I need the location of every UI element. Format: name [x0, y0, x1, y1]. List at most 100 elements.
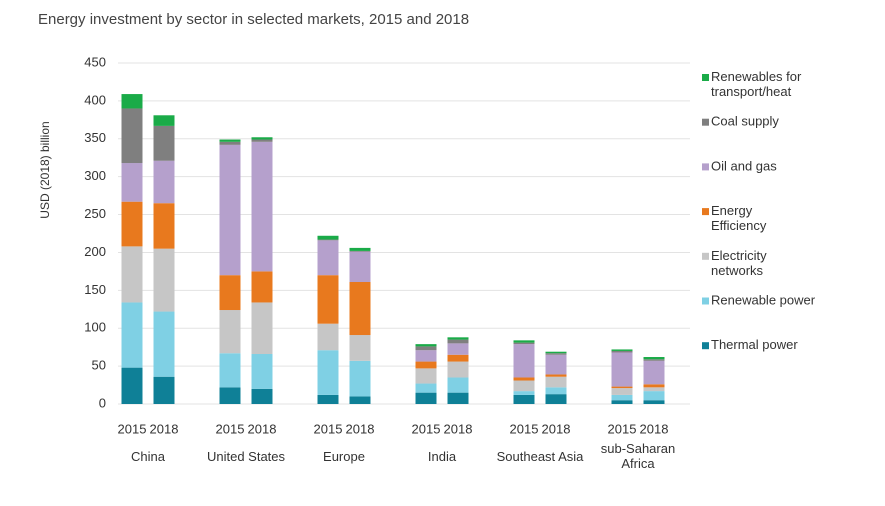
bar-segment — [219, 141, 241, 145]
bar-segment — [349, 360, 371, 397]
bar-segment — [513, 344, 535, 378]
bar-segment — [611, 349, 633, 351]
bar-segment — [317, 235, 339, 240]
group-label: Southeast Asia — [496, 448, 584, 464]
bar-segment — [219, 310, 241, 354]
group-label: India — [427, 448, 457, 464]
y-tick-label: 100 — [84, 320, 106, 335]
bar-segment — [643, 387, 665, 392]
bar-segment — [251, 137, 273, 140]
bar-segment — [415, 350, 437, 362]
legend-label: Electricity networks — [711, 248, 770, 278]
bar-segment — [153, 203, 175, 249]
bar-segment — [643, 400, 665, 404]
bar-segment — [317, 323, 339, 351]
legend-swatch — [702, 342, 709, 350]
x-tick-label: 2015 — [412, 421, 441, 436]
bar-segment — [415, 392, 437, 404]
legend-swatch — [702, 297, 709, 305]
bar-segment — [545, 374, 567, 377]
legend-swatch — [702, 118, 709, 126]
group-label: United States — [206, 448, 286, 464]
bar-segment — [513, 342, 535, 345]
y-tick-label: 200 — [84, 244, 106, 259]
bar-segment — [219, 275, 241, 311]
bar-segment — [121, 367, 143, 404]
y-tick-label: 150 — [84, 282, 106, 297]
legend-label: Thermal power — [711, 338, 798, 353]
bar-segment — [545, 387, 567, 395]
bar-segment — [447, 377, 469, 393]
bar-segment — [317, 350, 339, 395]
bar-segment — [415, 346, 437, 351]
legend-label: Coal supply — [711, 114, 779, 129]
group-label: China — [131, 448, 165, 464]
bar-segment — [121, 201, 143, 247]
bar-segment — [545, 351, 567, 354]
y-axis-title: USD (2018) billion — [38, 121, 52, 218]
bar-segment — [545, 353, 567, 355]
bar-segment — [349, 247, 371, 251]
y-tick-label: 0 — [99, 395, 106, 410]
x-tick-label: 2015 — [314, 421, 343, 436]
bar-segment — [513, 380, 535, 392]
y-tick-label: 350 — [84, 130, 106, 145]
x-tick-label: 2015 — [608, 421, 637, 436]
y-tick-label: 50 — [92, 358, 106, 373]
bar-segment — [349, 251, 371, 282]
bar-segment — [251, 271, 273, 303]
bar-segment — [153, 248, 175, 312]
bar-segment — [349, 250, 371, 252]
bar-segment — [415, 361, 437, 369]
bar-segment — [219, 387, 241, 404]
bar-segment — [447, 343, 469, 355]
group-label: sub-Saharan Africa — [600, 441, 676, 471]
bar-segment — [121, 108, 143, 164]
bar-segment — [545, 376, 567, 388]
bar-segment — [153, 115, 175, 126]
bar-segment — [251, 141, 273, 272]
legend-swatch — [702, 163, 709, 171]
x-tick-label: 2018 — [346, 421, 375, 436]
x-tick-label: 2018 — [248, 421, 277, 436]
bar-segment — [153, 376, 175, 404]
legend-label: Oil and gas — [711, 159, 777, 174]
bar-segment — [643, 359, 665, 361]
legend-label: Energy Efficiency — [711, 204, 767, 234]
bar-segment — [447, 361, 469, 378]
legend-swatch — [702, 208, 709, 216]
group-label: Europe — [323, 448, 365, 464]
bar-segment — [513, 394, 535, 404]
y-tick-label: 300 — [84, 168, 106, 183]
bar-segment — [513, 340, 535, 343]
y-tick-label: 250 — [84, 206, 106, 221]
bar-segment — [643, 391, 665, 401]
legend-label: Renewable power — [711, 293, 816, 308]
x-tick-label: 2015 — [510, 421, 539, 436]
bar-segment — [447, 354, 469, 362]
bar-segment — [219, 353, 241, 388]
bar-segment — [447, 337, 469, 340]
bar-segment — [153, 311, 175, 377]
bar-segment — [317, 275, 339, 324]
x-tick-label: 2015 — [118, 421, 147, 436]
bar-segment — [251, 302, 273, 354]
bar-segment — [611, 388, 633, 395]
bar-segment — [153, 125, 175, 161]
x-tick-label: 2015 — [216, 421, 245, 436]
legend-label: Renewables for transport/heat — [711, 69, 805, 99]
bar-segment — [643, 357, 665, 360]
bar-segment — [545, 394, 567, 404]
bar-segment — [219, 144, 241, 276]
bar-segment — [643, 360, 665, 385]
bar-segment — [611, 400, 633, 404]
x-tick-label: 2018 — [542, 421, 571, 436]
chart-title: Energy investment by sector in selected … — [38, 11, 469, 28]
bar-segment — [447, 392, 469, 404]
bar-segment — [121, 94, 143, 109]
bar-segment — [513, 391, 535, 395]
legend-swatch — [702, 74, 709, 81]
bar-segment — [611, 352, 633, 387]
bar-segment — [251, 388, 273, 404]
